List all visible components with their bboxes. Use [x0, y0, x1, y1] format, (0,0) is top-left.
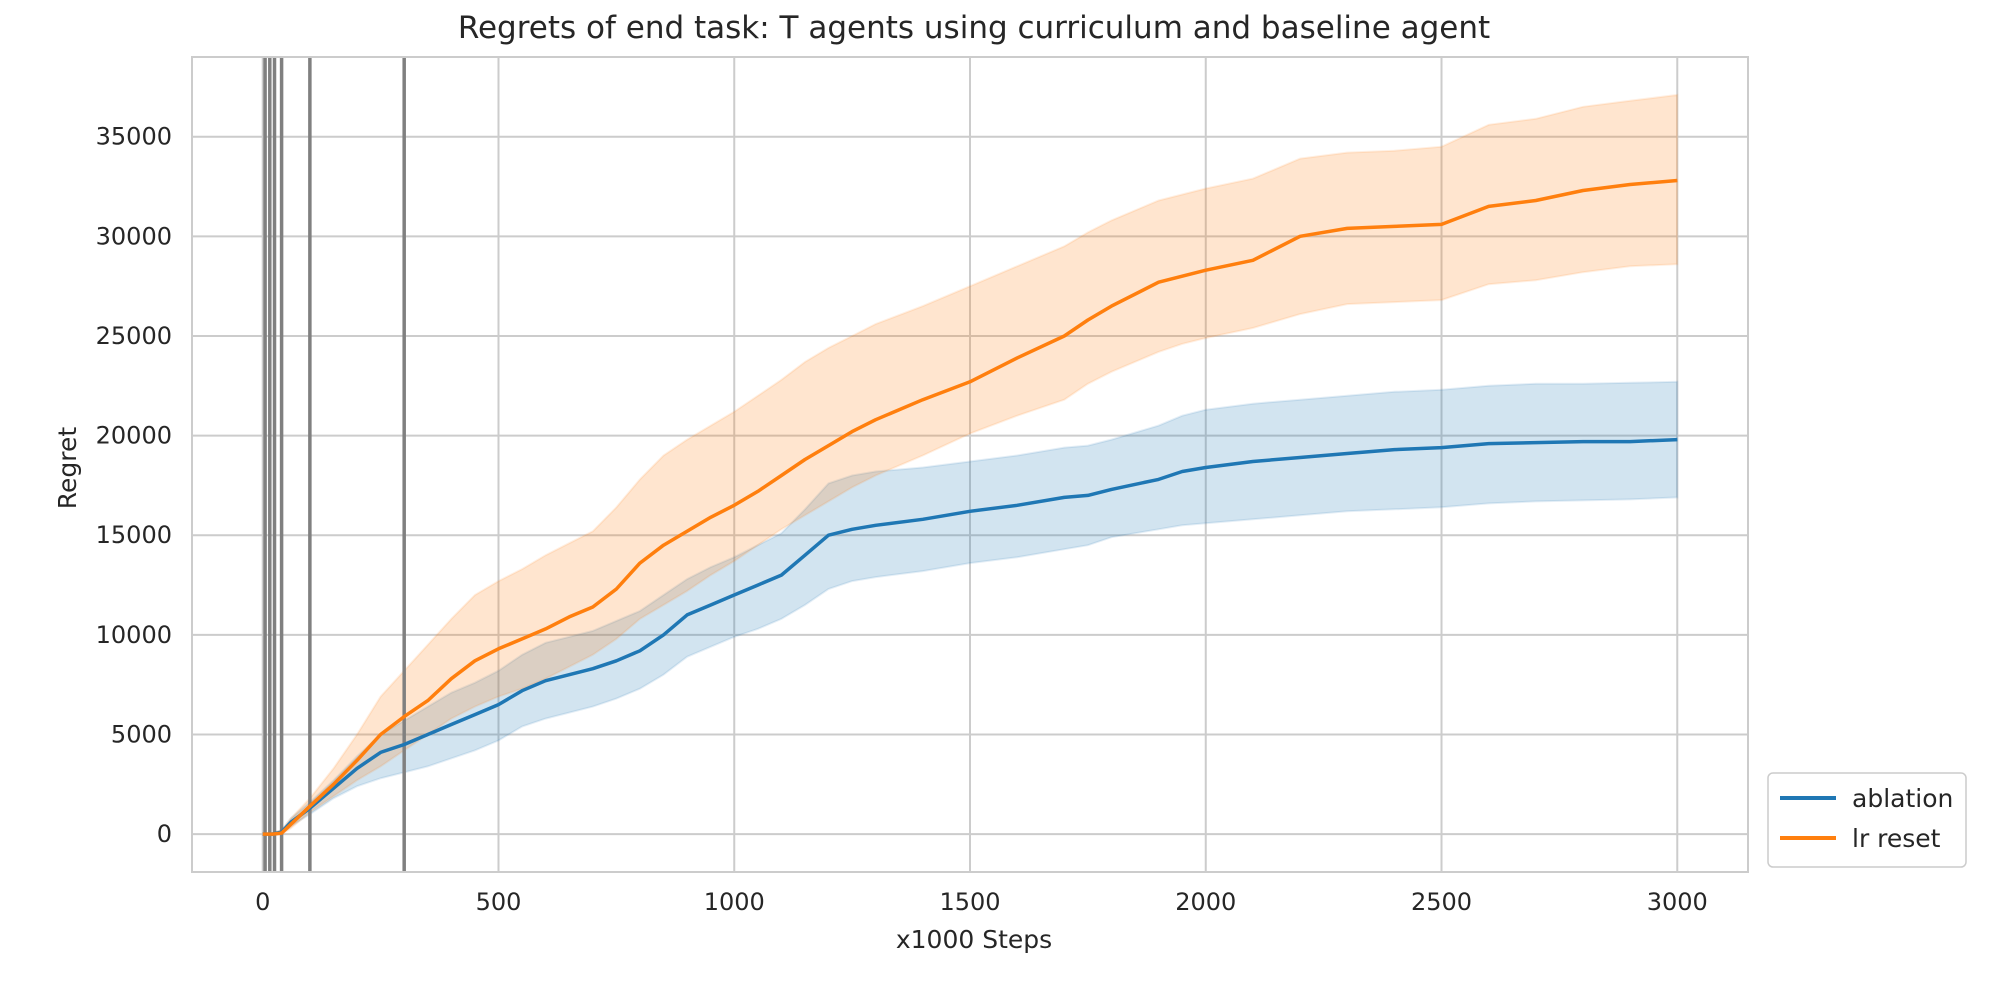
series-line-lr-reset [262, 178, 1678, 836]
grid-layer [192, 57, 1748, 872]
x-tick-label: 1000 [704, 888, 765, 916]
y-tick-label: 10000 [96, 621, 172, 649]
legend: ablation lr reset [1767, 772, 1967, 868]
x-tick-label: 3000 [1647, 888, 1708, 916]
plot-border [191, 56, 1749, 873]
line-layer [262, 178, 1678, 836]
y-tick-label: 0 [157, 820, 172, 848]
vline-layer [263, 57, 406, 872]
legend-label-lr-reset: lr reset [1852, 824, 1941, 853]
y-tick-label: 5000 [111, 721, 172, 749]
x-tick-label: 2000 [1175, 888, 1236, 916]
y-tick-label: 35000 [96, 123, 172, 151]
chart-title: Regrets of end task: T agents using curr… [458, 10, 1490, 46]
y-tick-label: 30000 [96, 222, 172, 250]
y-axis-label: Regret [53, 427, 82, 510]
tick-layer: 0 500 1000 1500 2000 2500 30000500010000150002… [96, 123, 1708, 916]
x-tick-label: 1500 [939, 888, 1000, 916]
x-axis-label: x1000 Steps [896, 925, 1052, 954]
confidence-band-lr-reset [262, 93, 1679, 837]
x-tick-label: 0 [255, 888, 270, 916]
x-tick-label: 2500 [1411, 888, 1472, 916]
legend-label-ablation: ablation [1852, 784, 1953, 813]
y-tick-label: 25000 [96, 322, 172, 350]
y-tick-label: 15000 [96, 521, 172, 549]
series-line-ablation [262, 437, 1678, 836]
x-tick-label: 500 [476, 888, 522, 916]
y-tick-label: 20000 [96, 422, 172, 450]
